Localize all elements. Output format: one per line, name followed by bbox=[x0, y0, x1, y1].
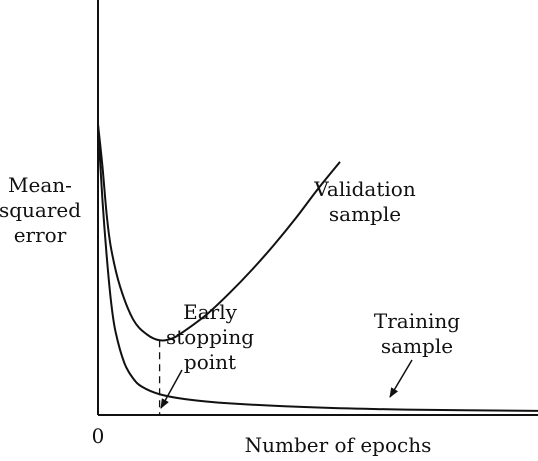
validation-label-line-1: Validation bbox=[313, 177, 416, 201]
early-stopping-label-line-3: point bbox=[184, 350, 236, 374]
training-label-line-1: Training bbox=[374, 309, 460, 333]
y-axis-label-line-3: error bbox=[14, 223, 67, 247]
early-stopping-pointer-arrow bbox=[160, 369, 183, 409]
y-axis-label-line-1: Mean- bbox=[8, 173, 72, 197]
x-tick-label-0: 0 bbox=[92, 424, 105, 448]
validation-label-line-2: sample bbox=[329, 202, 401, 226]
training-curve bbox=[97, 124, 538, 412]
y-axis-label-line-2: squared bbox=[0, 198, 81, 222]
validation-curve bbox=[97, 124, 341, 342]
training-pointer-arrow bbox=[389, 359, 413, 398]
early-stopping-label-line-2: stopping bbox=[166, 325, 254, 349]
training-label-line-2: sample bbox=[381, 334, 453, 358]
x-axis-label: Number of epochs bbox=[245, 433, 432, 457]
plot-layer bbox=[97, 124, 538, 415]
